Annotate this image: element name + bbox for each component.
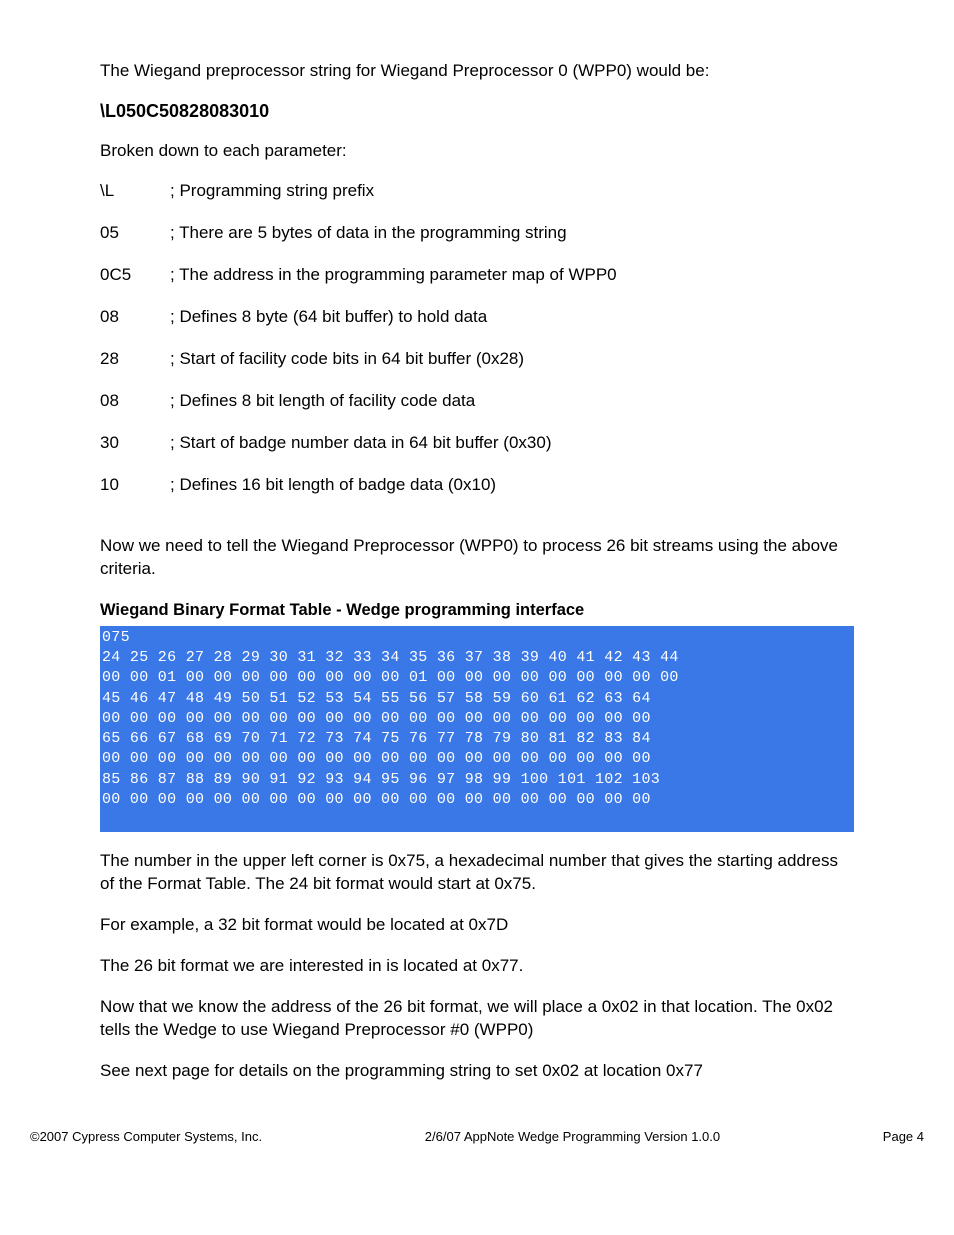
after-para-2: For example, a 32 bit format would be lo…	[100, 914, 854, 937]
hex-format-table: 075 24 25 26 27 28 29 30 31 32 33 34 35 …	[100, 626, 854, 832]
param-row: 08 ; Defines 8 byte (64 bit buffer) to h…	[100, 307, 854, 327]
parameter-table: \L ; Programming string prefix 05 ; Ther…	[100, 181, 854, 495]
param-desc: ; Start of badge number data in 64 bit b…	[170, 433, 854, 453]
param-row: 30 ; Start of badge number data in 64 bi…	[100, 433, 854, 453]
param-desc: ; The address in the programming paramet…	[170, 265, 854, 285]
param-row: 10 ; Defines 16 bit length of badge data…	[100, 475, 854, 495]
param-row: 05 ; There are 5 bytes of data in the pr…	[100, 223, 854, 243]
param-key: 05	[100, 223, 170, 243]
param-key: 28	[100, 349, 170, 369]
param-desc: ; There are 5 bytes of data in the progr…	[170, 223, 854, 243]
param-key: 0C5	[100, 265, 170, 285]
param-row: 08 ; Defines 8 bit length of facility co…	[100, 391, 854, 411]
mid-paragraph: Now we need to tell the Wiegand Preproce…	[100, 535, 854, 581]
param-desc: ; Programming string prefix	[170, 181, 854, 201]
page-footer: ©2007 Cypress Computer Systems, Inc. 2/6…	[0, 1129, 954, 1164]
footer-center: 2/6/07 AppNote Wedge Programming Version…	[425, 1129, 720, 1144]
code-heading: \L050C50828083010	[100, 101, 854, 122]
param-desc: ; Defines 16 bit length of badge data (0…	[170, 475, 854, 495]
intro-paragraph: The Wiegand preprocessor string for Wieg…	[100, 60, 854, 83]
param-row: 0C5 ; The address in the programming par…	[100, 265, 854, 285]
param-desc: ; Start of facility code bits in 64 bit …	[170, 349, 854, 369]
breakdown-intro: Broken down to each parameter:	[100, 140, 854, 163]
footer-page-number: Page 4	[883, 1129, 924, 1144]
after-para-4: Now that we know the address of the 26 b…	[100, 996, 854, 1042]
param-key: 08	[100, 307, 170, 327]
after-para-1: The number in the upper left corner is 0…	[100, 850, 854, 896]
footer-copyright: ©2007 Cypress Computer Systems, Inc.	[30, 1129, 262, 1144]
param-desc: ; Defines 8 byte (64 bit buffer) to hold…	[170, 307, 854, 327]
param-key: 30	[100, 433, 170, 453]
page-body: The Wiegand preprocessor string for Wieg…	[0, 0, 954, 1119]
after-para-5: See next page for details on the program…	[100, 1060, 854, 1083]
param-desc: ; Defines 8 bit length of facility code …	[170, 391, 854, 411]
param-row: \L ; Programming string prefix	[100, 181, 854, 201]
table-heading: Wiegand Binary Format Table - Wedge prog…	[100, 601, 854, 620]
param-key: 10	[100, 475, 170, 495]
param-key: 08	[100, 391, 170, 411]
param-key: \L	[100, 181, 170, 201]
after-para-3: The 26 bit format we are interested in i…	[100, 955, 854, 978]
param-row: 28 ; Start of facility code bits in 64 b…	[100, 349, 854, 369]
